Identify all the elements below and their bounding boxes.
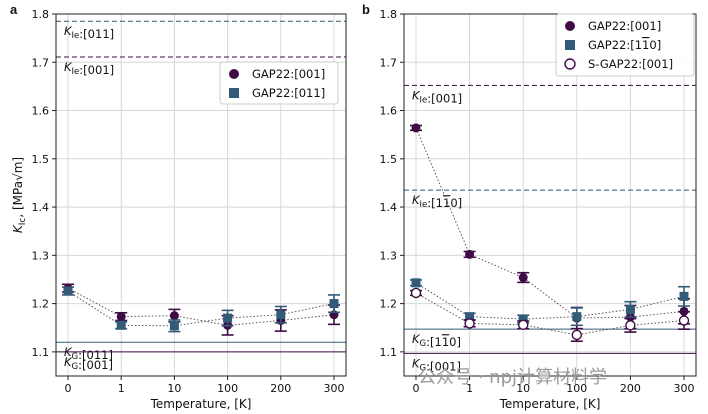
reference-line-label: KG:[001]	[412, 356, 461, 373]
data-point-open-circle	[518, 319, 529, 331]
data-point-open-circle	[410, 287, 422, 299]
x-tick-label: 200	[620, 382, 641, 395]
reference-line-label: KIe:[001]	[64, 60, 114, 77]
panel-letter: a	[10, 2, 18, 17]
y-tick-label: 1.3	[32, 249, 50, 262]
y-tick-label: 1.7	[380, 56, 398, 69]
series-connector-line	[415, 127, 685, 319]
data-point-square	[411, 278, 421, 288]
x-tick-label: 200	[270, 382, 291, 395]
y-tick-label: 1.6	[32, 105, 50, 118]
x-tick-label: 1	[118, 382, 125, 395]
series-connector-line	[67, 287, 335, 326]
data-point-square	[329, 299, 339, 309]
data-point-square	[169, 321, 179, 331]
y-axis-label: KIc, [MPa√m]	[11, 157, 28, 233]
panel-a: KIe:[011]KIe:[001]KG:[011]KG:[001]1.11.2…	[10, 2, 347, 411]
reference-line-label: KG:[110]	[412, 332, 461, 349]
legend-label: GAP22:[110]	[588, 38, 661, 52]
legend-box	[555, 13, 695, 77]
x-tick-label: 0	[413, 382, 420, 395]
data-point-circle	[411, 123, 421, 133]
x-tick-label: 10	[516, 382, 530, 395]
reference-line-label: KIe:[110]	[412, 193, 462, 210]
legend-marker-square	[229, 88, 239, 98]
x-axis-label: Temperature, [K]	[150, 397, 252, 411]
y-tick-label: 1.1	[32, 346, 50, 359]
series-connector-line	[415, 292, 685, 336]
x-tick-label: 100	[566, 382, 587, 395]
x-tick-label: 300	[324, 382, 345, 395]
legend-marker-open-circle	[564, 58, 576, 70]
data-point-square	[679, 291, 689, 301]
x-tick-label: 300	[674, 382, 695, 395]
y-tick-label: 1.4	[32, 201, 50, 214]
y-tick-label: 1.8	[32, 8, 50, 21]
y-tick-label: 1.4	[380, 201, 398, 214]
y-tick-label: 1.6	[380, 105, 398, 118]
y-tick-label: 1.5	[32, 153, 50, 166]
reference-line-label: KG:[001]	[64, 355, 113, 372]
y-tick-label: 1.1	[380, 346, 398, 359]
legend-marker-circle	[565, 21, 575, 31]
y-tick-label: 1.2	[380, 298, 398, 311]
y-tick-label: 1.3	[380, 249, 398, 262]
legend-marker-circle	[229, 69, 239, 79]
legend-label: GAP22:[001]	[588, 19, 661, 33]
x-tick-label: 10	[167, 382, 181, 395]
data-point-square	[116, 320, 126, 330]
data-point-square	[518, 314, 528, 324]
plot-frame	[55, 13, 347, 377]
legend-label: S-GAP22:[001]	[588, 57, 673, 71]
panel-letter: b	[362, 2, 370, 17]
x-axis-label: Temperature, [K]	[499, 397, 601, 411]
data-point-square	[465, 312, 475, 322]
legend-box	[219, 61, 339, 105]
x-tick-label: 1	[466, 382, 473, 395]
data-point-circle	[169, 311, 179, 321]
x-tick-label: 0	[65, 382, 72, 395]
data-point-circle	[116, 312, 126, 322]
panel-b: KIe:[001] KIe:[110] KG:[110] KG:[001] 1.1 1.2…	[362, 2, 697, 411]
reference-line-label: KIe:[001]	[412, 88, 462, 105]
data-point-square	[63, 286, 73, 296]
data-point-open-circle	[464, 318, 475, 329]
legend-label: GAP22:[001]	[252, 67, 325, 81]
series-connector-line	[415, 282, 685, 320]
reference-line-label: KIe:[011]	[64, 24, 114, 41]
plot-frame	[403, 13, 697, 377]
watermark-text: 公众号 · npj计算材料学	[418, 367, 607, 388]
data-point-open-circle	[571, 329, 582, 341]
x-tick-label: 100	[217, 382, 238, 395]
y-tick-label: 1.2	[32, 298, 50, 311]
legend-label: GAP22:[011]	[252, 86, 325, 100]
data-point-square	[625, 304, 635, 314]
series-connector-line	[67, 290, 335, 327]
y-tick-label: 1.7	[32, 56, 50, 69]
legend-marker-square	[565, 40, 575, 50]
data-point-circle	[518, 273, 528, 283]
data-point-open-circle	[625, 320, 636, 331]
data-point-square	[276, 310, 286, 320]
y-tick-label: 1.8	[380, 8, 398, 21]
data-point-square	[223, 313, 233, 323]
y-tick-label: 1.5	[380, 153, 398, 166]
data-point-open-circle	[678, 315, 690, 326]
data-point-circle	[465, 249, 475, 259]
data-point-square	[572, 312, 582, 322]
